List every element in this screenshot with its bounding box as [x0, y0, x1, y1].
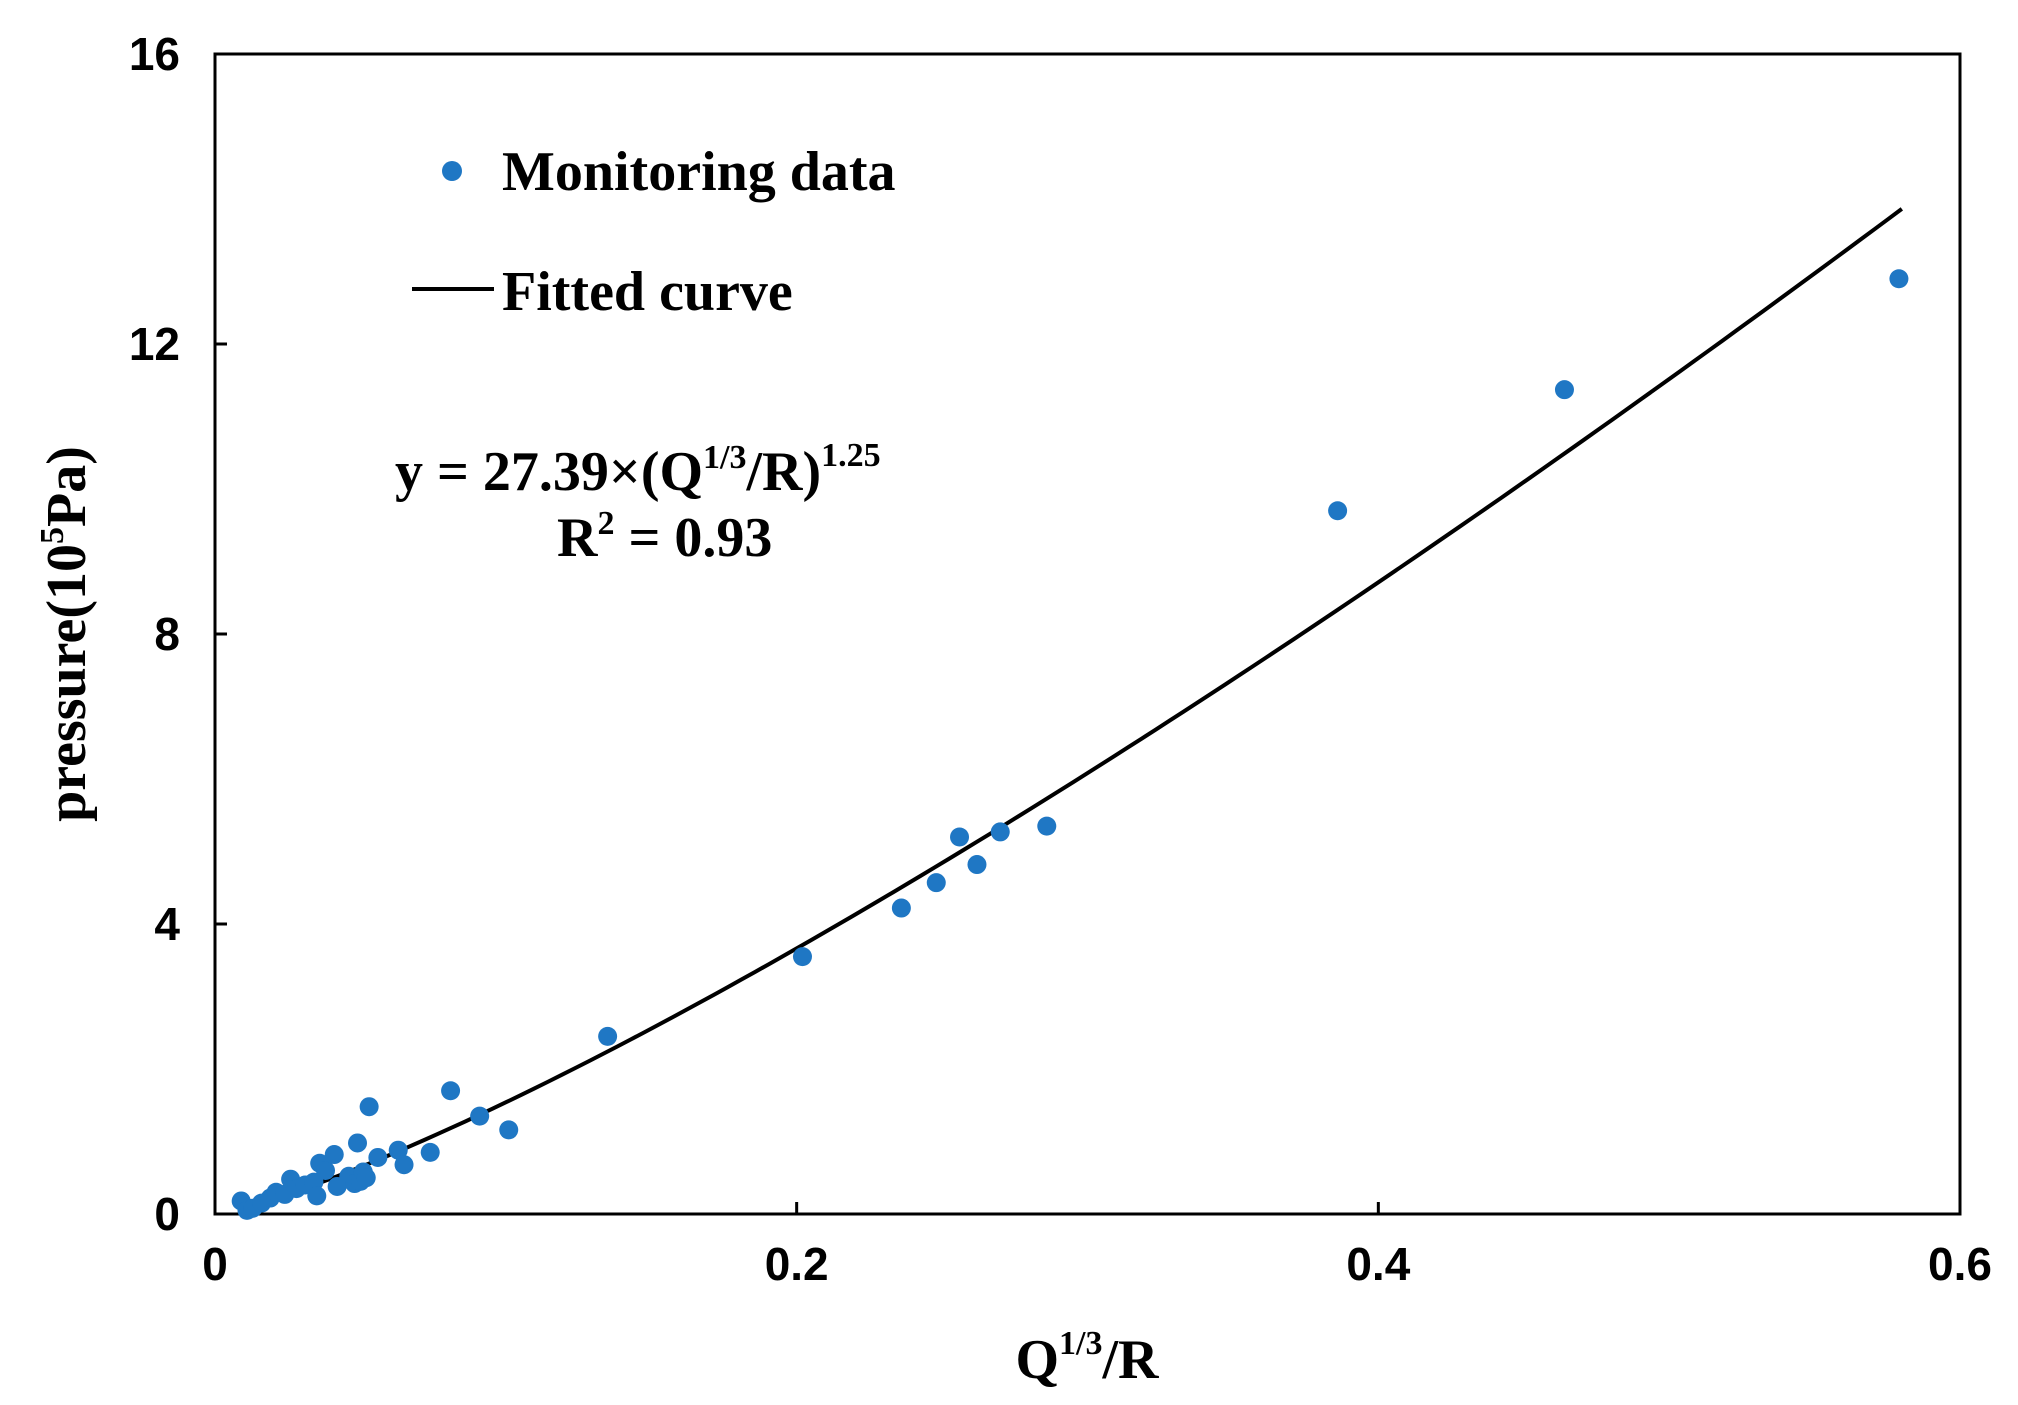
x-tick-label: 0.2 [765, 1238, 829, 1290]
legend-label-monitoring-data: Monitoring data [502, 141, 896, 203]
x-tick-label: 0.6 [1928, 1238, 1992, 1290]
data-point [950, 827, 970, 847]
data-point [967, 855, 987, 875]
y-tick-label: 12 [129, 318, 180, 370]
data-point [598, 1026, 618, 1046]
r2-sup: 2 [597, 505, 614, 542]
y-title-post: Pa) [36, 446, 98, 527]
equation-sup-2: 1.25 [821, 437, 881, 474]
data-point [1328, 501, 1348, 521]
x-axis-title: Q1/3/R [1015, 1325, 1159, 1391]
r-squared: R2 = 0.93 [557, 505, 772, 569]
data-point [1889, 269, 1909, 289]
data-point [356, 1168, 376, 1188]
data-point [470, 1106, 490, 1126]
data-point [394, 1155, 414, 1175]
data-point [324, 1145, 344, 1165]
y-axis-title: pressure(105Pa) [34, 446, 98, 822]
y-title-pre: pressure(10 [36, 544, 98, 822]
equation-mid: /R) [745, 441, 821, 503]
data-point [388, 1140, 408, 1160]
legend-label-fitted-curve: Fitted curve [502, 261, 793, 323]
r2-suffix: = 0.93 [614, 507, 772, 569]
data-point [316, 1161, 336, 1180]
x-tick-label: 0 [202, 1238, 228, 1290]
data-point [891, 898, 911, 918]
fitted-curve-line [243, 207, 1904, 1210]
data-point [368, 1147, 388, 1167]
y-tick-label: 0 [154, 1188, 180, 1240]
r2-prefix: R [557, 507, 598, 569]
data-point [792, 947, 812, 967]
x-tick-label: 0.4 [1346, 1238, 1410, 1290]
data-point [359, 1097, 379, 1117]
data-point [307, 1186, 327, 1206]
equation-prefix: y = 27.39×(Q [395, 441, 703, 503]
data-point [348, 1133, 368, 1153]
data-point [441, 1081, 461, 1101]
monitoring-data-points [231, 269, 1909, 1220]
legend: Monitoring data Fitted curve [412, 141, 896, 323]
y-title-sup: 5 [34, 527, 71, 544]
x-axis-ticks: 0 0.2 0.4 0.6 [202, 1202, 1992, 1290]
legend-dot-marker [442, 161, 462, 181]
x-title-sup: 1/3 [1059, 1325, 1102, 1362]
y-axis-ticks: 0 4 8 12 16 [129, 28, 227, 1240]
data-point [499, 1120, 519, 1140]
y-tick-label: 8 [154, 608, 180, 660]
data-point [926, 873, 946, 893]
x-title-base: Q [1015, 1329, 1059, 1391]
y-tick-label: 16 [129, 28, 180, 80]
y-tick-label: 4 [154, 898, 180, 950]
data-point [420, 1142, 440, 1162]
data-point [1037, 816, 1057, 836]
fit-equation: y = 27.39×(Q1/3/R)1.25 [395, 437, 881, 503]
data-point [990, 822, 1010, 842]
x-title-tail: /R [1102, 1329, 1160, 1391]
plot-frame [213, 52, 1962, 1216]
data-point [1554, 380, 1574, 400]
equation-annotation: y = 27.39×(Q1/3/R)1.25 R2 = 0.93 [395, 437, 881, 569]
equation-sup-1: 1/3 [703, 439, 746, 476]
